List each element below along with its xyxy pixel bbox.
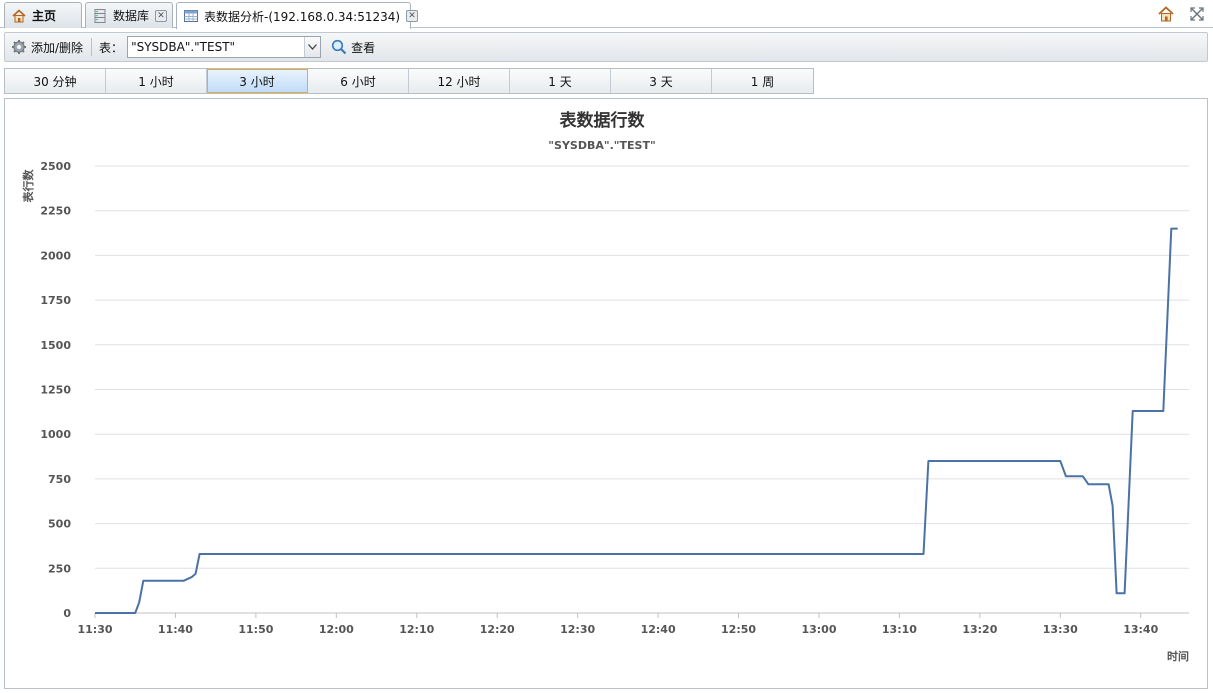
tab-table-analysis-close-icon[interactable]: ✕ bbox=[406, 10, 419, 22]
home-icon bbox=[12, 8, 26, 22]
range-1-hour-button[interactable]: 1 小时 bbox=[106, 69, 207, 93]
y-tick-label: 1500 bbox=[40, 339, 71, 352]
search-icon bbox=[331, 39, 347, 55]
range-1-day-button[interactable]: 1 天 bbox=[510, 69, 611, 93]
detach-window-icon[interactable] bbox=[1188, 5, 1206, 23]
tab-table-analysis-label: 表数据分析-(192.168.0.34:51234) bbox=[204, 9, 401, 24]
gear-icon bbox=[12, 40, 26, 54]
tab-home-label: 主页 bbox=[32, 9, 57, 23]
y-tick-label: 1000 bbox=[40, 428, 71, 441]
x-tick-label: 12:00 bbox=[319, 623, 354, 636]
series-line bbox=[95, 227, 1178, 614]
range-12-hour-button[interactable]: 12 小时 bbox=[409, 69, 510, 93]
y-tick-label: 0 bbox=[63, 607, 71, 620]
tab-database[interactable]: 数据库 ✕ bbox=[85, 2, 173, 28]
x-axis-title: 时间 bbox=[1167, 649, 1189, 663]
x-tick-label: 11:30 bbox=[77, 623, 112, 636]
chart-title: 表数据行数 bbox=[560, 110, 646, 131]
time-range-group: 30 分钟 1 小时 3 小时 6 小时 12 小时 1 天 3 天 1 周 bbox=[4, 68, 814, 94]
view-label: 查看 bbox=[351, 40, 376, 55]
y-tick-label: 500 bbox=[48, 518, 71, 531]
tab-database-close-icon[interactable]: ✕ bbox=[155, 9, 168, 22]
toolbar: 添加/删除 表： "SYSDBA"."TEST" 查看 bbox=[4, 32, 1208, 62]
x-tick-label: 13:00 bbox=[801, 623, 836, 636]
add-remove-label: 添加/删除 bbox=[31, 40, 84, 55]
y-tick-label: 1250 bbox=[40, 384, 71, 397]
range-3-hour-button[interactable]: 3 小时 bbox=[207, 69, 308, 93]
range-1-week-button[interactable]: 1 周 bbox=[712, 69, 813, 93]
y-tick-label: 2250 bbox=[40, 205, 71, 218]
row-count-chart: 表数据行数 "SYSDBA"."TEST" 表行数 时间 0 250 500 750 1… bbox=[21, 110, 1189, 663]
range-30-min-button[interactable]: 30 分钟 bbox=[5, 69, 106, 93]
view-button[interactable]: 查看 bbox=[331, 39, 375, 56]
range-6-hour-button[interactable]: 6 小时 bbox=[308, 69, 409, 93]
chart-panel: 表数据行数 "SYSDBA"."TEST" 表行数 时间 0 250 500 750 1… bbox=[4, 98, 1208, 689]
y-tick-label: 250 bbox=[48, 562, 71, 575]
y-tick-label: 750 bbox=[48, 473, 71, 486]
home-icon[interactable] bbox=[1157, 5, 1175, 23]
x-tick-label: 11:40 bbox=[158, 623, 193, 636]
y-axis-title: 表行数 bbox=[21, 169, 35, 204]
range-3-day-button[interactable]: 3 天 bbox=[611, 69, 712, 93]
tab-table-analysis[interactable]: 表数据分析-(192.168.0.34:51234) ✕ bbox=[176, 2, 419, 29]
x-tick-label: 13:40 bbox=[1123, 623, 1158, 636]
table-select-value: "SYSDBA"."TEST" bbox=[131, 40, 236, 54]
x-tick-label: 11:50 bbox=[238, 623, 273, 636]
y-tick-label: 2500 bbox=[40, 160, 71, 173]
table-grid-icon bbox=[184, 10, 198, 22]
tab-strip: 主页 数据库 ✕ 表数据分析-(192.168.0. bbox=[0, 0, 1213, 29]
database-icon bbox=[94, 8, 106, 23]
x-tick-label: 12:30 bbox=[560, 623, 595, 636]
x-tick-label: 12:20 bbox=[480, 623, 515, 636]
tab-database-label: 数据库 bbox=[113, 9, 150, 23]
toolbar-separator bbox=[91, 38, 93, 56]
chart-subtitle: "SYSDBA"."TEST" bbox=[548, 139, 655, 152]
x-tick-label: 13:10 bbox=[882, 623, 917, 636]
x-tick-label: 12:40 bbox=[641, 623, 676, 636]
table-label: 表： bbox=[99, 40, 124, 55]
y-tick-label: 2000 bbox=[40, 249, 71, 262]
chevron-down-icon[interactable] bbox=[304, 37, 321, 57]
x-tick-label: 13:30 bbox=[1043, 623, 1078, 636]
y-tick-label: 1750 bbox=[40, 294, 71, 307]
add-remove-button[interactable]: 添加/删除 bbox=[11, 39, 83, 56]
tab-home[interactable]: 主页 bbox=[4, 2, 82, 28]
x-tick-label: 12:50 bbox=[721, 623, 756, 636]
x-tick-label: 13:20 bbox=[962, 623, 997, 636]
x-tick-label: 12:10 bbox=[399, 623, 434, 636]
table-select[interactable]: "SYSDBA"."TEST" bbox=[127, 36, 322, 58]
